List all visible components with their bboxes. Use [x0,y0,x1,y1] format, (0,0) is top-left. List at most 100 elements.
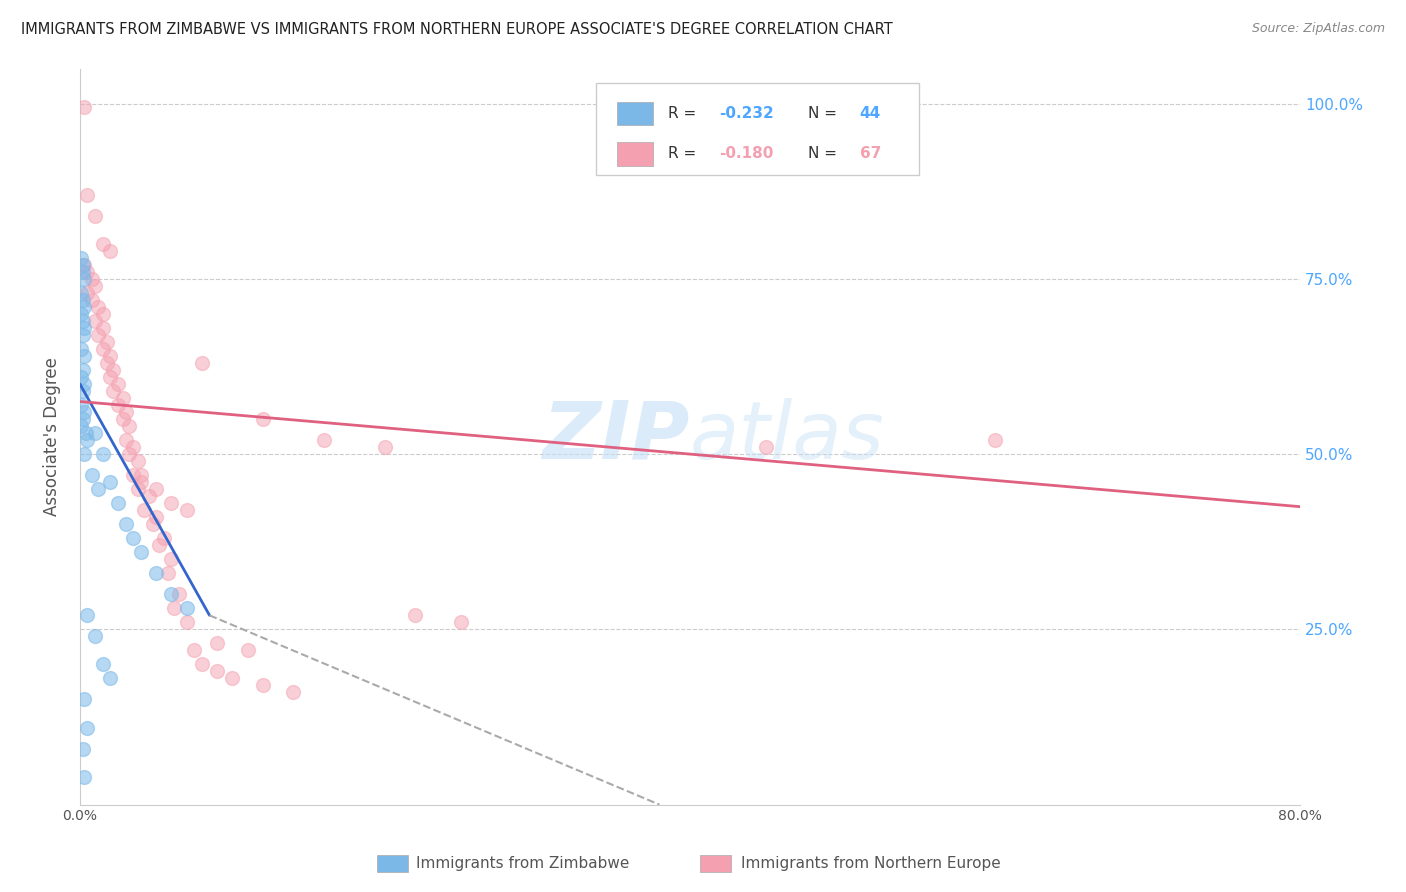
Point [80,293,103,307]
Point [283,685,305,699]
Point [91,657,114,672]
Point [191,356,214,370]
Point [72,384,94,398]
Point [70,398,93,412]
Point [114,517,136,532]
Point [76,265,98,279]
Point [236,643,259,657]
Point [70,419,93,434]
Point [87,300,110,314]
Point [111,391,134,405]
Point [73,447,96,461]
Point [84,425,107,440]
Point [76,608,98,623]
Point [103,384,125,398]
Point [111,412,134,426]
FancyBboxPatch shape [617,142,654,166]
Text: ZIP: ZIP [543,398,690,475]
Y-axis label: Associate's Degree: Associate's Degree [44,357,60,516]
Point [152,531,174,545]
Point [84,314,107,328]
Point [129,468,152,483]
Point [72,293,94,307]
Point [160,496,183,510]
Point [72,412,94,426]
Point [127,482,149,496]
Point [76,187,98,202]
Point [118,447,141,461]
Point [984,433,1007,447]
Text: -0.232: -0.232 [720,106,773,121]
Point [91,236,114,251]
Point [129,475,152,490]
Point [145,510,167,524]
Point [72,327,94,342]
Point [87,327,110,342]
Point [163,601,186,615]
Point [87,482,110,496]
Point [91,342,114,356]
Point [103,363,125,377]
FancyBboxPatch shape [596,83,920,175]
Point [76,285,98,300]
Point [73,258,96,272]
Point [312,433,335,447]
Text: N =: N = [808,106,842,121]
Point [127,454,149,468]
Text: N =: N = [808,146,842,161]
Point [72,314,94,328]
Point [167,587,190,601]
Text: atlas: atlas [690,398,884,475]
Point [100,475,122,490]
Point [374,440,396,454]
Point [70,251,93,265]
Point [107,496,129,510]
Point [84,209,107,223]
Point [148,538,170,552]
Point [96,356,118,370]
Point [118,419,141,434]
Text: Immigrants from Zimbabwe: Immigrants from Zimbabwe [416,856,630,871]
Point [450,615,472,630]
Text: 67: 67 [859,146,882,161]
Point [72,258,94,272]
Point [80,272,103,286]
Point [122,440,145,454]
Point [73,300,96,314]
Point [73,349,96,363]
Point [73,100,96,114]
Point [755,440,778,454]
Point [73,321,96,335]
Point [107,376,129,391]
Point [72,363,94,377]
Point [114,433,136,447]
Point [142,517,165,532]
Point [70,307,93,321]
Point [157,566,180,581]
Point [138,489,160,503]
Point [73,770,96,784]
Point [176,615,198,630]
Point [76,721,98,735]
Text: IMMIGRANTS FROM ZIMBABWE VS IMMIGRANTS FROM NORTHERN EUROPE ASSOCIATE'S DEGREE C: IMMIGRANTS FROM ZIMBABWE VS IMMIGRANTS F… [21,22,893,37]
Point [91,447,114,461]
Point [252,412,274,426]
Point [73,692,96,706]
Point [72,741,94,756]
Point [70,342,93,356]
Point [100,370,122,384]
Point [160,587,183,601]
Point [122,531,145,545]
Point [100,349,122,363]
Point [72,265,94,279]
Point [73,272,96,286]
Text: R =: R = [668,146,702,161]
Point [84,629,107,643]
Point [404,608,426,623]
Point [70,285,93,300]
Point [122,468,145,483]
Text: R =: R = [668,106,702,121]
Point [100,672,122,686]
Point [145,566,167,581]
Point [205,665,228,679]
